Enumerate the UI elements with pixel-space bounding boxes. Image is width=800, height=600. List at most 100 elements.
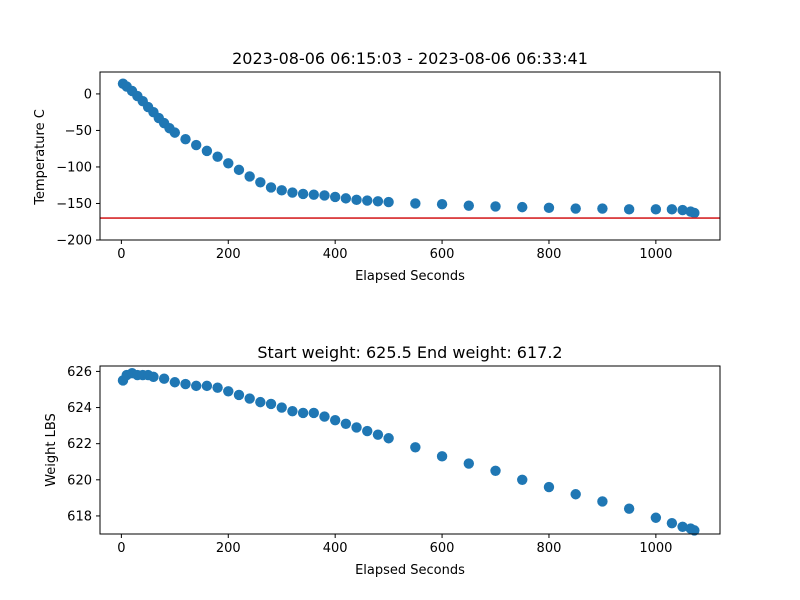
temperature-x-tick-label: 400 [323, 247, 348, 262]
weight-data-point [297, 407, 309, 419]
weight-x-tick-label: 1000 [639, 541, 672, 556]
weight-data-point [244, 393, 255, 404]
weight-data-point [319, 411, 330, 422]
temperature-y-tick-label: −50 [65, 124, 92, 139]
weight-data-point [233, 389, 245, 401]
weight-y-tick-label: 620 [67, 473, 92, 488]
temperature-data-point [372, 196, 384, 207]
weight-data-point [689, 525, 700, 536]
weight-data-point [308, 407, 319, 419]
temperature-data-point [410, 198, 421, 209]
temperature-data-point [201, 145, 213, 157]
temperature-data-point [543, 202, 555, 214]
weight-data-point [383, 433, 394, 444]
temperature-data-point [191, 139, 202, 151]
weight-y-tick-label: 624 [67, 401, 92, 416]
weight-data-point [362, 425, 373, 437]
temperature-x-tick-label: 800 [537, 247, 562, 262]
temperature-x-tick-label: 200 [216, 247, 241, 262]
temperature-data-point [223, 158, 234, 169]
weight-data-point [276, 402, 287, 413]
weight-data-point [287, 405, 298, 417]
temperature-data-point [650, 204, 662, 215]
weight-axes-frame [99, 365, 721, 535]
temperature-x-axis-label: Elapsed Seconds [355, 269, 465, 284]
weight-data-point [623, 503, 635, 514]
temperature-plot-area: 0 200 400 600 800 1000 0 −50 −100 −150 −200 [56, 71, 721, 262]
temperature-axes-frame [99, 71, 721, 241]
weight-y-tick-label: 626 [67, 365, 92, 380]
temperature-y-tick-label: −100 [56, 160, 92, 175]
temperature-data-point [212, 151, 223, 162]
weight-data-point [329, 414, 341, 426]
weight-data-point [351, 422, 362, 433]
temperature-x-tick-label: 0 [117, 247, 125, 262]
weight-data-point [223, 386, 234, 397]
weight-data-point [191, 380, 202, 392]
weight-data-point [212, 382, 223, 393]
weight-data-point [436, 451, 448, 462]
weight-data-point [255, 396, 266, 408]
weight-x-axis-label: Elapsed Seconds [355, 563, 465, 578]
weight-data-point [666, 517, 678, 529]
weight-data-point [543, 481, 555, 493]
temperature-data-point [319, 190, 330, 201]
weight-x-tick-label: 200 [216, 541, 241, 556]
weight-x-tick-label: 400 [323, 541, 348, 556]
weight-y-tick-label: 622 [67, 437, 92, 452]
weight-data-point [169, 377, 181, 388]
weight-data-point [463, 458, 474, 469]
weight-x-tick-label: 800 [537, 541, 562, 556]
temperature-data-point [351, 194, 362, 206]
temperature-data-point [666, 204, 678, 215]
temperature-y-tick-label: −200 [56, 234, 92, 249]
weight-data-point [372, 429, 384, 440]
weight-data-point [570, 489, 581, 500]
weight-data-point [201, 380, 213, 392]
temperature-y-tick-label: −150 [56, 197, 92, 212]
temperature-data-point [490, 201, 501, 212]
weight-data-point [158, 373, 170, 384]
temperature-data-point [340, 193, 352, 204]
weight-data-point [410, 442, 421, 453]
temperature-panel: 2023-08-06 06:15:03 - 2023-08-06 06:33:4… [33, 49, 721, 284]
weight-data-point [650, 512, 662, 523]
temperature-x-tick-label: 600 [430, 247, 455, 262]
temperature-data-point [689, 207, 700, 219]
temperature-chart-title: 2023-08-06 06:15:03 - 2023-08-06 06:33:4… [232, 49, 588, 68]
temperature-x-tick-label: 1000 [639, 247, 672, 262]
temperature-data-point [169, 127, 181, 138]
weight-plot-area: 0 200 400 600 800 1000 618 620 622 624 626 [67, 365, 721, 556]
weight-x-tick-label: 600 [430, 541, 455, 556]
weight-y-tick-label: 618 [67, 509, 92, 524]
temperature-y-axis-label: Temperature C [33, 109, 48, 206]
temperature-data-point [265, 182, 277, 193]
temperature-data-point [623, 204, 635, 215]
temperature-data-point [362, 195, 373, 206]
weight-data-point [517, 474, 528, 486]
weight-chart-title: Start weight: 625.5 End weight: 617.2 [257, 343, 562, 362]
temperature-data-point [329, 191, 341, 203]
weight-data-point [340, 418, 352, 430]
temperature-data-point [570, 203, 581, 214]
temperature-data-point [383, 196, 394, 208]
weight-data-point [180, 378, 191, 390]
temperature-data-point [517, 201, 528, 213]
weight-panel: Start weight: 625.5 End weight: 617.2 El… [44, 343, 721, 578]
temperature-y-tick-label: 0 [84, 87, 92, 102]
temperature-data-point [297, 188, 309, 200]
temperature-data-point [287, 187, 298, 198]
temperature-data-point [597, 203, 608, 214]
temperature-data-point [463, 200, 474, 211]
weight-data-point [148, 371, 159, 383]
weight-data-point [490, 465, 501, 476]
weight-x-tick-label: 0 [117, 541, 125, 556]
temperature-data-point [276, 185, 287, 196]
weight-y-axis-label: Weight LBS [44, 413, 59, 487]
temperature-data-point [180, 134, 191, 145]
weight-data-point [597, 496, 608, 507]
temperature-data-point [233, 164, 245, 176]
temperature-data-point [677, 204, 688, 216]
temperature-data-point [244, 171, 255, 182]
